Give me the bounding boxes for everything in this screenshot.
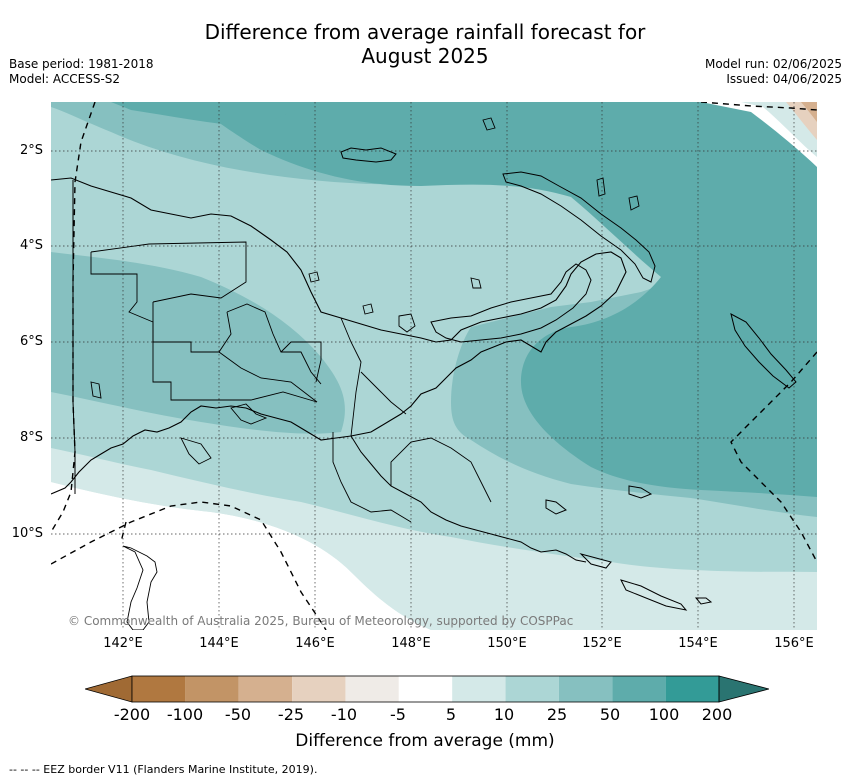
eez-legend-note: -- -- -- EEZ border V11 (Flanders Marine… (9, 763, 318, 776)
colorbar-swatch (612, 676, 666, 702)
lon-label-142e: 142°E (103, 636, 143, 651)
cb-label-10: 100 (648, 705, 680, 724)
eez-borders (51, 102, 817, 630)
bougainville (730, 313, 797, 389)
base-period: Base period: 1981-2018 (9, 57, 154, 71)
model-run: Model run: 02/06/2025 (704, 57, 842, 71)
band-bottom-light (51, 452, 501, 630)
colorbar-swatch (558, 676, 613, 702)
lat-label-4s: 4°S (19, 238, 43, 253)
colorbar-extend-high (718, 675, 769, 703)
rainfall-map (51, 102, 817, 630)
lon-label-154e: 154°E (678, 636, 718, 651)
colorbar-swatch (292, 676, 346, 702)
cb-label-9: 50 (599, 705, 621, 724)
lon-label-156e: 156°E (774, 636, 814, 651)
band-left-25-50 (51, 252, 345, 434)
band-top-right-brown-dark (801, 102, 817, 122)
issued-date: Issued: 04/06/2025 (726, 72, 842, 86)
title-line-1: Difference from average rainfall forecas… (204, 20, 646, 44)
colorbar-frame (131, 675, 720, 703)
colorbar-swatch (185, 676, 239, 702)
cb-label-8: 25 (546, 705, 568, 724)
lat-label-10s: 10°S (11, 526, 43, 541)
colorbar-swatch (452, 676, 506, 702)
colorbar-swatch (345, 676, 399, 702)
lat-label-6s: 6°S (19, 334, 43, 349)
model-name: Model: ACCESS-S2 (9, 72, 121, 86)
meta-right: Model run: 02/06/2025 Issued: 04/06/2025 (705, 57, 842, 87)
cb-label-11: 200 (701, 705, 733, 724)
cb-label-2: -50 (224, 705, 252, 724)
copyright-credit: © Commonwealth of Australia 2025, Bureau… (68, 614, 574, 628)
cb-label-3: -25 (277, 705, 305, 724)
map-title: Difference from average rainfall forecas… (0, 20, 850, 68)
lon-label-144e: 144°E (199, 636, 239, 651)
colorbar-swatch (398, 676, 453, 702)
colorbar-swatch (505, 676, 559, 702)
colorbar-swatch (238, 676, 293, 702)
meta-left: Base period: 1981-2018 Model: ACCESS-S2 (9, 57, 154, 87)
small-islands (90, 117, 640, 630)
new-guinea-coastline (51, 177, 627, 495)
cb-label-1: -100 (166, 705, 204, 724)
colorbar-extend-low (85, 675, 133, 703)
new-britain (430, 263, 592, 343)
provincial-boundaries (90, 241, 492, 523)
cb-label-5: -5 (390, 705, 406, 724)
cb-label-4: -10 (330, 705, 358, 724)
band-50-100 (191, 102, 817, 497)
band-bottom-white (51, 482, 431, 630)
manus-island (340, 147, 397, 163)
lat-label-8s: 8°S (19, 430, 43, 445)
south-coast-detail (350, 435, 587, 563)
colorbar-swatch (132, 676, 186, 702)
lon-label-150e: 150°E (487, 636, 527, 651)
colorbar-title: Difference from average (mm) (295, 731, 555, 751)
lon-label-152e: 152°E (582, 636, 622, 651)
cb-label-6: 5 (445, 705, 457, 724)
new-ireland (502, 171, 656, 283)
cb-label-0: -200 (113, 705, 151, 724)
cb-label-7: 10 (493, 705, 515, 724)
graticule (51, 102, 817, 630)
louisiade-islands (545, 485, 713, 611)
band-left-10-25 (51, 162, 321, 260)
title-line-2: August 2025 (361, 44, 489, 68)
colorbar (85, 675, 769, 703)
band-top-left-50-100 (111, 102, 311, 127)
colorbar-swatch (665, 676, 719, 702)
lon-label-146e: 146°E (295, 636, 335, 651)
lat-label-2s: 2°S (19, 143, 43, 158)
lon-label-148e: 148°E (391, 636, 431, 651)
